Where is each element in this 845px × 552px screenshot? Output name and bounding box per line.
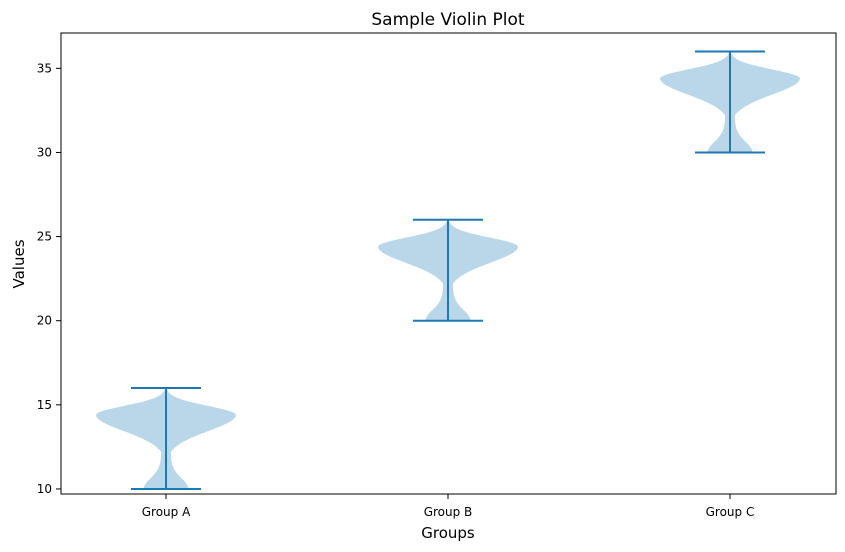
- y-axis-label: Values: [10, 239, 28, 288]
- y-tick-label: 30: [37, 145, 52, 159]
- plot-area: [96, 50, 800, 490]
- y-tick-label: 35: [37, 61, 52, 75]
- y-tick-label: 20: [37, 314, 52, 328]
- x-tick-label: Group B: [424, 505, 473, 519]
- x-tick-label: Group C: [706, 505, 755, 519]
- chart-title: Sample Violin Plot: [371, 10, 525, 30]
- y-tick-label: 15: [37, 398, 52, 412]
- x-axis-label: Groups: [421, 524, 475, 542]
- x-tick-label: Group A: [142, 505, 191, 519]
- y-tick-label: 25: [37, 230, 52, 244]
- y-tick-label: 10: [37, 482, 52, 496]
